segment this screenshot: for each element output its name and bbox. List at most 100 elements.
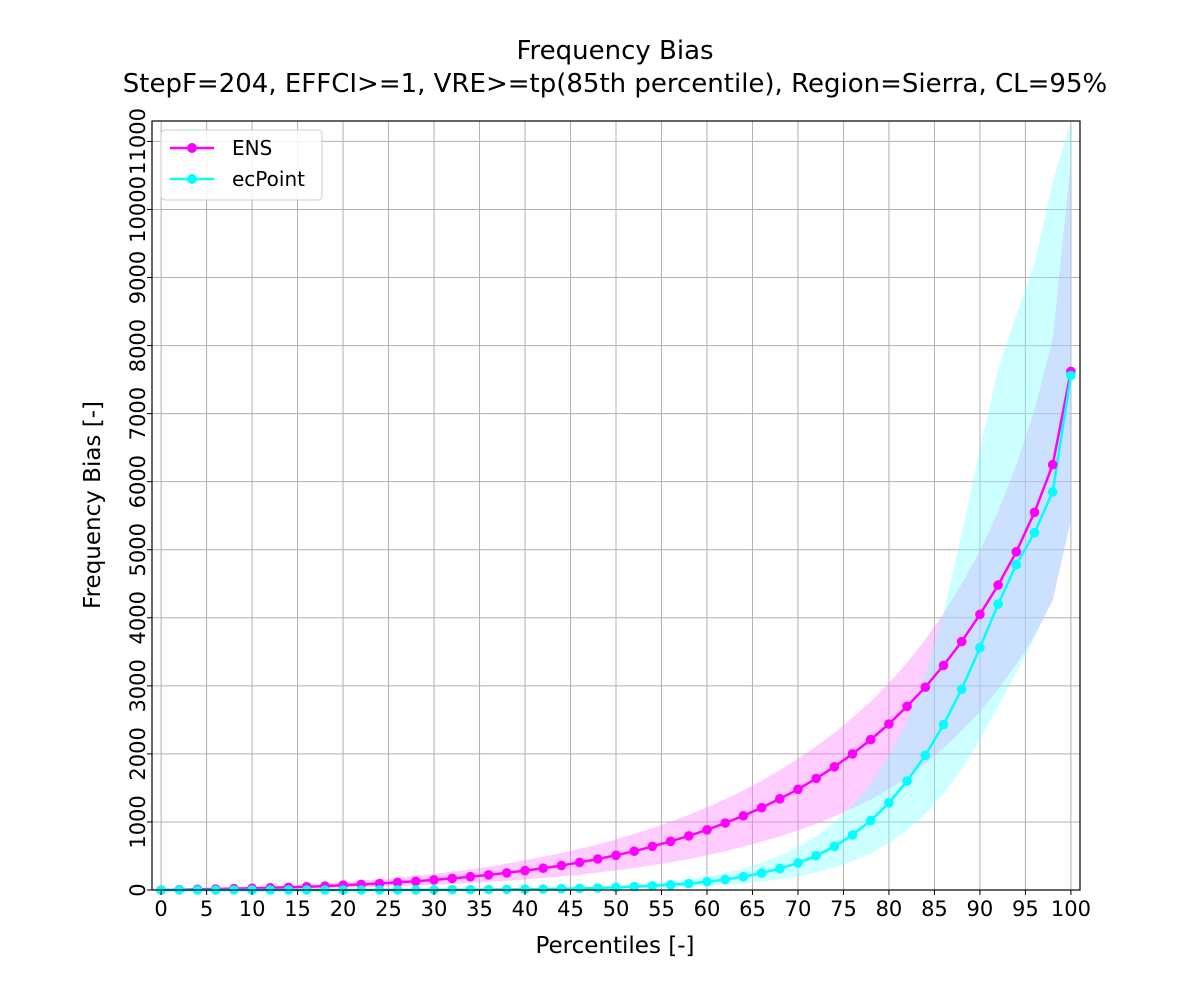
data-point-ens bbox=[593, 854, 603, 864]
data-point-ecpoint bbox=[811, 850, 821, 861]
y-tick-label: 3000 bbox=[126, 659, 150, 712]
data-point-ens bbox=[520, 865, 530, 876]
data-point-ens bbox=[956, 636, 967, 647]
y-tick-label: 6000 bbox=[126, 455, 150, 508]
x-tick-label: 55 bbox=[648, 897, 675, 921]
data-point-ens bbox=[738, 811, 749, 821]
data-point-ecpoint bbox=[920, 750, 931, 761]
data-point-ens bbox=[538, 863, 548, 873]
x-tick-label: 65 bbox=[739, 897, 766, 921]
x-tick-label: 95 bbox=[1012, 897, 1039, 921]
data-point-ens bbox=[702, 825, 712, 835]
data-point-ecpoint bbox=[665, 880, 676, 890]
y-tick-label: 4000 bbox=[126, 591, 150, 644]
data-point-ens bbox=[684, 831, 694, 841]
y-tick-label: 0 bbox=[126, 883, 150, 896]
y-tick-label: 7000 bbox=[126, 387, 150, 440]
x-tick-label: 0 bbox=[154, 897, 167, 921]
data-point-ens bbox=[975, 609, 985, 620]
y-tick-label: 2000 bbox=[126, 727, 150, 780]
data-point-ens bbox=[556, 860, 567, 871]
x-tick-label: 45 bbox=[557, 897, 584, 921]
y-tick-label: 10000 bbox=[126, 176, 150, 243]
data-point-ecpoint bbox=[684, 878, 694, 889]
data-point-ens bbox=[811, 773, 821, 784]
data-point-ecpoint bbox=[574, 883, 585, 894]
data-point-ecpoint bbox=[975, 642, 985, 653]
data-point-ens bbox=[847, 749, 858, 759]
data-point-ecpoint bbox=[829, 841, 840, 852]
x-tick-label: 25 bbox=[375, 897, 402, 921]
data-point-ens bbox=[629, 846, 639, 856]
y-tick-label: 8000 bbox=[126, 319, 150, 372]
data-point-ens bbox=[502, 868, 512, 878]
x-tick-label: 90 bbox=[967, 897, 994, 921]
x-axis-ticks: 0 5 10 15 20 25 30 35 40 45 50 55 60 65 70 75 80 85 90 95 10… bbox=[154, 890, 1091, 921]
x-tick-label: 35 bbox=[466, 897, 493, 921]
data-point-ecpoint bbox=[593, 883, 603, 893]
data-point-ens bbox=[483, 870, 494, 880]
data-point-ecpoint bbox=[756, 868, 767, 878]
data-point-ecpoint bbox=[538, 884, 548, 894]
data-point-ens bbox=[1047, 459, 1058, 470]
data-point-ens bbox=[392, 877, 403, 888]
chart-title: Frequency Bias bbox=[516, 36, 713, 66]
data-point-ecpoint bbox=[738, 871, 749, 882]
x-tick-label: 15 bbox=[284, 897, 311, 921]
legend: ENS ecPoint bbox=[160, 129, 323, 201]
legend-marker-ens bbox=[187, 143, 197, 153]
data-point-ecpoint bbox=[1047, 487, 1058, 497]
x-tick-label: 85 bbox=[921, 897, 948, 921]
data-point-ens bbox=[756, 802, 767, 813]
data-point-ens bbox=[447, 873, 458, 884]
data-point-ecpoint bbox=[865, 815, 876, 826]
data-point-ens bbox=[865, 734, 876, 745]
legend-label-ecpoint: ecPoint bbox=[232, 167, 305, 191]
data-point-ecpoint bbox=[1066, 370, 1076, 381]
y-axis-ticks: 0 1000 2000 3000 4000 5000 6000 7000 8000 9000 100… bbox=[126, 108, 152, 897]
data-point-ens bbox=[647, 841, 658, 852]
data-point-ecpoint bbox=[793, 858, 803, 868]
data-point-ecpoint bbox=[520, 884, 530, 894]
x-tick-label: 70 bbox=[785, 897, 812, 921]
legend-marker-ecpoint bbox=[187, 174, 197, 184]
y-axis-label: Frequency Bias [-] bbox=[80, 401, 106, 609]
x-axis-label: Percentiles [-] bbox=[535, 933, 694, 959]
data-point-ecpoint bbox=[884, 798, 894, 808]
y-tick-label: 9000 bbox=[126, 251, 150, 304]
data-point-ens bbox=[902, 701, 912, 712]
data-point-ecpoint bbox=[956, 684, 967, 694]
data-point-ecpoint bbox=[1011, 559, 1022, 570]
data-point-ens bbox=[611, 850, 621, 861]
x-tick-label: 40 bbox=[512, 897, 539, 921]
data-point-ens bbox=[1011, 547, 1022, 557]
data-point-ens bbox=[411, 876, 421, 887]
data-point-ecpoint bbox=[993, 599, 1003, 609]
data-point-ens bbox=[884, 719, 894, 729]
data-point-ecpoint bbox=[556, 883, 567, 894]
data-point-ens bbox=[793, 784, 803, 795]
data-point-ens bbox=[665, 836, 676, 847]
y-tick-label: 5000 bbox=[126, 523, 150, 576]
data-point-ens bbox=[920, 682, 931, 692]
data-point-ens bbox=[938, 660, 949, 671]
data-point-ens bbox=[720, 818, 730, 828]
data-point-ens bbox=[574, 857, 585, 868]
x-tick-label: 80 bbox=[876, 897, 903, 921]
y-tick-label: 11000 bbox=[126, 108, 150, 175]
data-point-ecpoint bbox=[647, 881, 658, 891]
data-point-ens bbox=[1029, 507, 1040, 518]
data-point-ecpoint bbox=[720, 874, 730, 885]
chart-subtitle: StepF=204, EFFCI>=1, VRE>=tp(85th percen… bbox=[123, 69, 1107, 99]
x-tick-label: 75 bbox=[830, 897, 857, 921]
x-tick-label: 10 bbox=[239, 897, 266, 921]
x-tick-label: 5 bbox=[200, 897, 213, 921]
x-tick-label: 30 bbox=[421, 897, 448, 921]
x-tick-label: 100 bbox=[1051, 897, 1091, 921]
data-point-ens bbox=[829, 762, 840, 772]
data-point-ecpoint bbox=[775, 863, 785, 874]
data-point-ecpoint bbox=[1029, 527, 1040, 538]
x-tick-label: 50 bbox=[603, 897, 630, 921]
x-tick-label: 20 bbox=[330, 897, 357, 921]
